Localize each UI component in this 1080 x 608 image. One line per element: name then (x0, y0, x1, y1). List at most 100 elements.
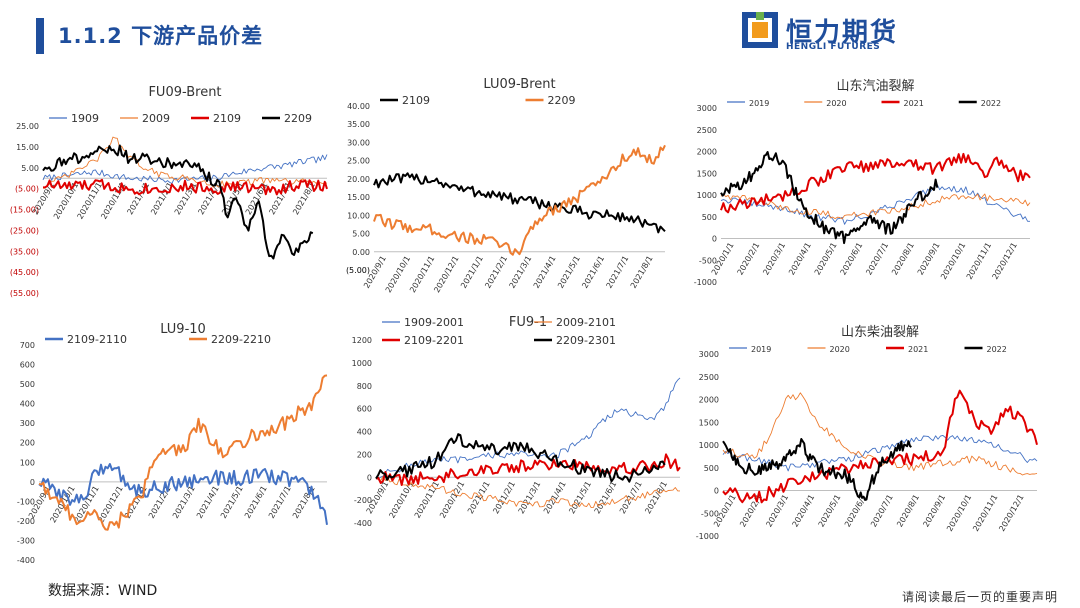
legend-item: 2021 (886, 345, 928, 354)
lu09-brent-svg: LU09-Brent 40.00 35.00 30.00 25.00 20.00 15.00… (346, 77, 666, 294)
y-tick-label: 200 (20, 439, 35, 448)
legend-item: 2109-2201 (382, 334, 464, 347)
series-line-2009 (42, 136, 328, 189)
chart-fu9-1: FU9-1 1200 1000 800 600 400 200 0 -200 -400 2020/9… (340, 308, 685, 558)
y-tick-label: 0 (30, 478, 35, 487)
legend-item: 2022 (964, 345, 1007, 354)
x-tick-label: 2020/7/1 (869, 493, 895, 529)
chart-sd-gasoline-crack: 山东汽油裂解 3000 2500 2000 1500 1000 500 0 -500 -1000 2… (685, 72, 1045, 302)
x-tick-label: 2020/9/1 (916, 241, 942, 277)
y-tick-label: 40.00 (347, 102, 370, 111)
series-line-2209-2210 (38, 374, 328, 531)
legend-label: 2109-2201 (404, 334, 464, 347)
x-tick-label: 2021/6/1 (580, 254, 606, 290)
page-title: 1.1.2 下游产品价差 (58, 24, 264, 48)
x-tick-label: 2021/5/1 (567, 480, 593, 516)
y-tick-label: (5.00) (346, 266, 370, 275)
lu9-10-svg: LU9-10 700 600 500 400 300 200 100 0 -100 -200 -300… (17, 322, 328, 565)
y-tick-label: (55.00) (10, 289, 39, 298)
legend-item: 2009-2101 (534, 316, 616, 329)
y-tick-label: 30.00 (347, 138, 370, 147)
series-line-2020 (720, 193, 1031, 220)
sd-gasoline-crack-svg: 山东汽油裂解 3000 2500 2000 1500 1000 500 0 -500 -1000 2… (694, 79, 1031, 287)
data-source-label: 数据来源：WIND (48, 583, 158, 599)
series-line-2022 (720, 151, 939, 245)
y-tick-label: 1200 (352, 336, 372, 345)
x-tick-label: 2021/3/1 (508, 254, 534, 290)
chart-lu09-brent: LU09-Brent 40.00 35.00 30.00 25.00 20.00 15.00… (340, 70, 670, 302)
y-tick-label: -200 (354, 496, 372, 505)
legend-item: 2019 (727, 99, 769, 108)
x-tick-label: 2020/12/1 (438, 480, 466, 520)
x-tick-label: 2020/12/1 (991, 241, 1019, 281)
series-line-2019 (722, 434, 1038, 472)
chart-lu9-10: LU9-10 700 600 500 400 300 200 100 0 -100 -200 -300… (5, 315, 335, 575)
chart-fu09-brent: FU09-Brent 25.00 15.00 5.00 (5.00) (15.00) (25… (5, 78, 335, 308)
legend-label: 2209-2301 (556, 334, 616, 347)
x-tick-label: 2020/5/1 (817, 493, 843, 529)
series-line-2109-2201 (375, 453, 681, 486)
x-tick-label: 2020/11/1 (965, 241, 993, 281)
legend-item: 2022 (958, 99, 1001, 108)
x-tick-label: 2021/7/1 (605, 254, 631, 290)
y-tick-label: 25.00 (347, 157, 370, 166)
y-tick-label: 15.00 (347, 193, 370, 202)
x-tick-label: 2020/12/1 (997, 493, 1025, 533)
x-tick-label: 2021/6/1 (243, 484, 269, 520)
y-tick-label: -1000 (694, 278, 717, 287)
series-line-2209 (42, 144, 314, 260)
chart-title: LU9-10 (160, 322, 206, 337)
legend-label: 2022 (987, 345, 1007, 354)
legend-item: 2021 (881, 99, 924, 108)
legend-label: 2019 (749, 99, 769, 108)
x-tick-label: 2020/2/1 (736, 241, 762, 277)
x-tick-label: 2020/5/1 (813, 241, 839, 277)
y-tick-label: 400 (20, 400, 35, 409)
legend-item: 2020 (807, 345, 850, 354)
x-tick-label: 2021/4/1 (542, 480, 568, 516)
x-tick-label: 2021/3/1 (517, 480, 543, 516)
chart-title: 山东汽油裂解 (836, 79, 914, 94)
legend-label: 1909-2001 (404, 316, 464, 329)
legend-label: 2020 (830, 345, 850, 354)
y-tick-label: 600 (20, 361, 35, 370)
y-tick-label: (35.00) (10, 247, 39, 256)
y-tick-label: -200 (17, 517, 35, 526)
header-accent-bar (36, 18, 44, 54)
x-tick-label: 2020/3/1 (761, 241, 787, 277)
y-tick-label: 20.00 (347, 175, 370, 184)
chart-title: FU9-1 (509, 315, 547, 330)
legend-label: 2009 (142, 112, 170, 125)
y-tick-label: 600 (357, 405, 372, 414)
y-tick-label: 3000 (697, 104, 717, 113)
y-tick-label: 5.00 (352, 230, 370, 239)
y-tick-label: 100 (20, 458, 35, 467)
x-tick-label: 2020/3/1 (764, 493, 790, 529)
y-tick-label: 0 (714, 487, 719, 496)
logo-name-en: HENGLI FUTURES (786, 42, 881, 52)
y-tick-label: -500 (699, 256, 717, 265)
legend-item: 2209 (262, 112, 312, 125)
legend-label: 2009-2101 (556, 316, 616, 329)
legend-label: 2109 (213, 112, 241, 125)
y-tick-label: 35.00 (347, 120, 370, 129)
legend-label: 2209-2210 (211, 333, 271, 346)
legend-label: 2021 (908, 345, 928, 354)
x-tick-label: 2020/8/1 (890, 241, 916, 277)
y-tick-label: (5.00) (15, 185, 39, 194)
sd-diesel-crack-svg: 山东柴油裂解 3000 2500 2000 1500 1000 500 0 -500 -1000 2… (696, 325, 1038, 541)
x-tick-label: 2021/8/1 (629, 254, 655, 290)
x-tick-label: 2021/1/1 (125, 181, 151, 217)
y-tick-label: -100 (17, 497, 35, 506)
series-line-2021 (722, 389, 1038, 504)
y-tick-label: (25.00) (10, 226, 39, 235)
y-tick-label: -300 (17, 536, 35, 545)
chart-sd-diesel-crack: 山东柴油裂解 3000 2500 2000 1500 1000 500 0 -500 -1000 2… (685, 318, 1045, 548)
x-tick-label: 2021/3/1 (171, 484, 197, 520)
y-tick-label: -1000 (696, 532, 719, 541)
y-tick-label: 300 (20, 419, 35, 428)
y-tick-label: 0 (712, 235, 717, 244)
legend-item: 2020 (804, 99, 847, 108)
x-tick-label: 2020/6/1 (839, 241, 865, 277)
y-tick-label: 500 (704, 464, 719, 473)
